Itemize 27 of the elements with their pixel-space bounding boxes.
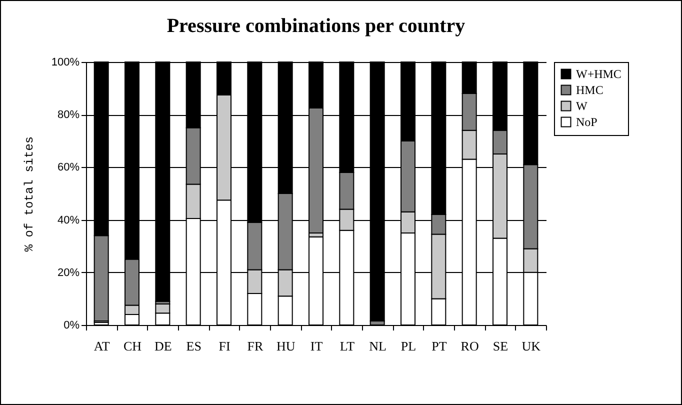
legend-label: W+HMC [576,67,622,81]
y-tick-label: 100% [51,56,80,68]
x-tick-label: DE [154,338,172,354]
legend-label: NoP [576,115,598,129]
x-tick-label: SE [492,338,508,354]
x-tick-label: LT [340,338,355,354]
x-tick-label: NL [369,338,387,354]
x-tick-label: RO [460,338,479,354]
chart-title: Pressure combinations per country [166,15,466,37]
legend-label: W [576,99,588,113]
x-tick-label: AT [94,338,110,354]
y-tick-label: 0% [64,320,80,332]
y-tick-label: 20% [57,266,80,279]
x-tick-label: FI [218,338,230,354]
x-tick-label: IT [310,338,323,354]
x-tick-label: HU [276,338,296,354]
y-tick-label: 60% [57,162,80,174]
x-tick-label: UK [522,338,542,354]
x-tick-label: PL [400,338,416,354]
legend-label: HMC [576,83,604,97]
x-tick-label: PT [432,338,447,354]
y-tick-label: 40% [57,214,80,226]
x-tick-label: FR [247,338,264,354]
y-axis-title: % of total sites [22,136,36,252]
x-tick-label: ES [186,338,202,354]
x-tick-label: CH [123,338,142,354]
y-tick-label: 80% [57,109,80,122]
